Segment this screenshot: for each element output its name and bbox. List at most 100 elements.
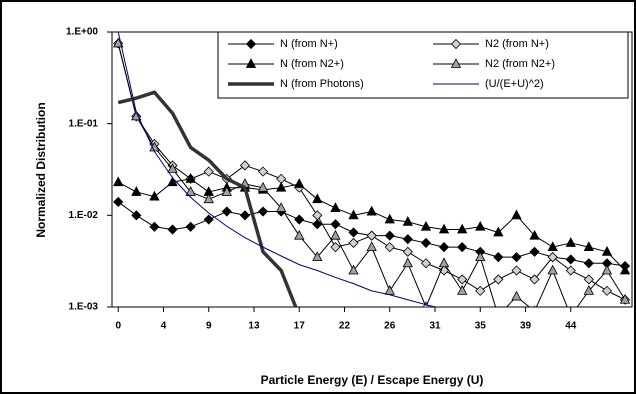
marker (239, 160, 251, 171)
marker (547, 241, 558, 252)
marker (547, 264, 558, 275)
marker (203, 193, 214, 204)
marker (131, 186, 142, 196)
marker (619, 293, 631, 304)
marker (493, 226, 504, 237)
marker (493, 252, 504, 263)
series-line (117, 90, 298, 307)
marker (457, 223, 468, 234)
series-line (117, 32, 438, 307)
marker (457, 274, 468, 285)
marker (384, 242, 395, 253)
marker (529, 246, 540, 257)
marker (294, 229, 305, 240)
marker (348, 264, 359, 275)
y-tick-label: 1.E-03 (69, 302, 99, 313)
marker (203, 214, 214, 225)
marker (420, 220, 432, 231)
legend-marker (245, 58, 257, 68)
marker (221, 186, 232, 196)
x-tick-label: 17 (294, 321, 306, 332)
marker (475, 251, 486, 262)
marker (384, 213, 395, 224)
marker (294, 178, 305, 188)
marker (257, 166, 269, 177)
legend-label: N (from N2+) (280, 58, 344, 70)
legend-marker (245, 38, 257, 50)
legend-symbol (450, 58, 462, 68)
marker (420, 237, 432, 248)
marker (149, 190, 160, 201)
marker (583, 241, 594, 252)
marker (529, 274, 540, 285)
legend-marker (450, 38, 462, 50)
marker (565, 254, 576, 265)
marker (276, 202, 287, 212)
x-tick-label: 4 (161, 321, 167, 332)
marker (203, 166, 214, 177)
marker (294, 214, 305, 225)
marker (312, 219, 323, 230)
y-tick-label: 1.E-01 (69, 118, 99, 129)
y-tick-label: 1.E-02 (69, 210, 99, 221)
x-tick-label: 0 (115, 321, 121, 332)
marker (239, 210, 251, 221)
marker (131, 210, 142, 221)
marker (330, 242, 341, 253)
marker (167, 163, 178, 173)
marker (511, 252, 522, 263)
marker (565, 265, 576, 276)
x-tick-label: 39 (520, 321, 532, 332)
legend-symbol (245, 38, 257, 50)
marker (583, 274, 594, 285)
marker (185, 173, 196, 183)
series-layer (113, 32, 631, 307)
x-axis-title: Particle Energy (E) / Escape Energy (U) (261, 373, 484, 387)
marker (167, 176, 178, 187)
marker (420, 258, 432, 269)
marker (384, 230, 395, 241)
legend-marker (450, 58, 462, 68)
marker (619, 264, 631, 275)
marker (221, 206, 232, 217)
x-tick-label: 44 (565, 321, 577, 332)
marker (149, 221, 160, 232)
marker (185, 221, 196, 232)
y-axis-title: Normalized Distribution (34, 102, 48, 237)
x-tick-label: 9 (206, 321, 212, 332)
legend-label: (U/(E+U)^2) (485, 78, 544, 90)
marker (533, 305, 536, 307)
legend-label: N (from Photons) (280, 78, 364, 90)
marker (529, 229, 540, 240)
marker (312, 210, 323, 221)
marker (475, 220, 486, 231)
marker (583, 258, 594, 269)
marker (366, 230, 377, 241)
marker (330, 229, 341, 240)
marker (348, 237, 359, 248)
legend-box (217, 31, 629, 99)
legend-symbol (450, 38, 462, 50)
marker (113, 176, 124, 187)
marker (402, 246, 413, 257)
marker (257, 206, 269, 217)
marker (457, 242, 468, 253)
marker (511, 290, 522, 301)
x-tick-label: 26 (384, 321, 396, 332)
marker (113, 196, 124, 208)
marker (601, 245, 613, 256)
x-tick-label: 35 (475, 321, 487, 332)
x-tick-label: 22 (339, 321, 351, 332)
marker (511, 265, 522, 276)
marker (348, 227, 359, 238)
legend-label: N2 (from N+) (485, 38, 549, 50)
marker (257, 181, 269, 192)
marker (312, 193, 323, 204)
marker (312, 251, 323, 262)
x-tick-label: 13 (248, 321, 260, 332)
marker (330, 219, 341, 230)
marker (493, 274, 504, 285)
legend-symbol (245, 58, 257, 68)
marker (511, 209, 522, 220)
